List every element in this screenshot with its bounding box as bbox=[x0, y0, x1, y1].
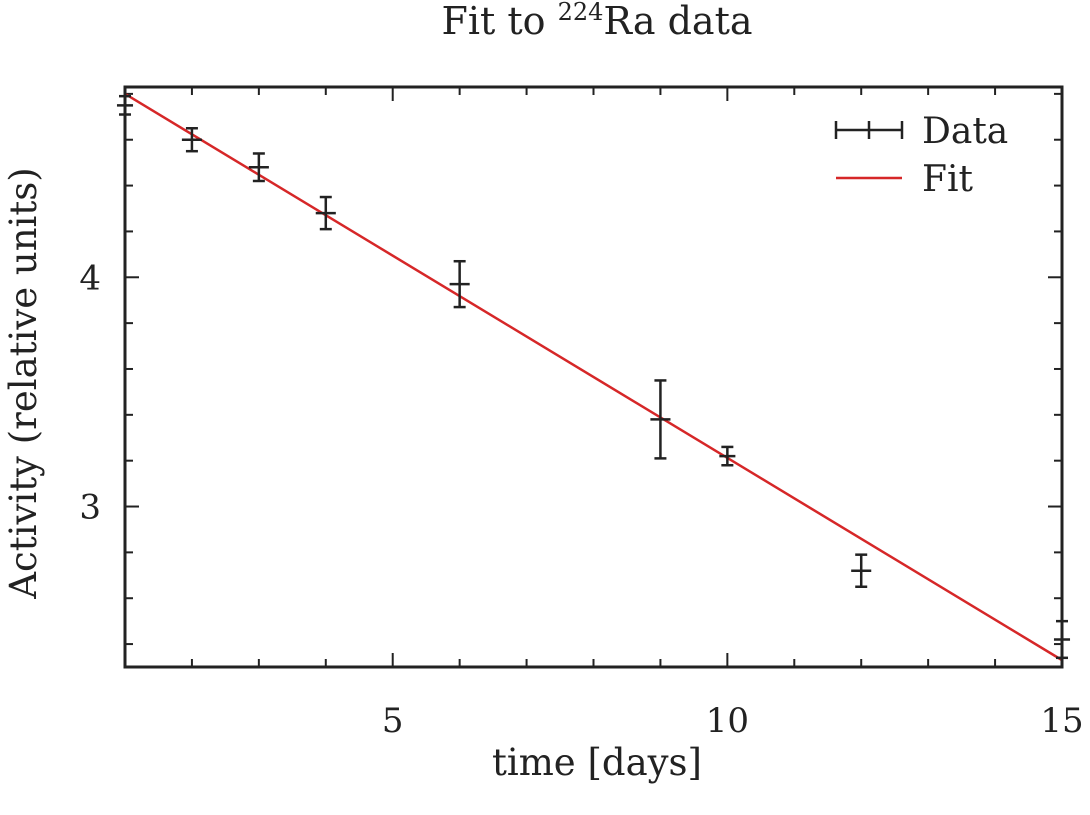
chart-title-suffix: Ra data bbox=[603, 0, 752, 43]
chart-title-isotope-mass: 224 bbox=[558, 0, 604, 26]
tick-labels: 5 10 15 3 4 bbox=[79, 258, 1083, 741]
x-tick-label: 10 bbox=[706, 701, 749, 741]
data-point bbox=[181, 127, 202, 153]
legend: Data Fit bbox=[834, 111, 1008, 200]
y-tick-label: 4 bbox=[79, 258, 101, 298]
data-point bbox=[248, 152, 269, 183]
legend-entry-data: Data bbox=[834, 111, 1008, 152]
legend-label-data: Data bbox=[922, 111, 1008, 152]
data-point bbox=[719, 445, 736, 467]
chart-title-prefix: Fit to bbox=[441, 0, 557, 43]
data-point bbox=[449, 259, 470, 309]
data-point bbox=[851, 553, 872, 589]
data-point bbox=[315, 195, 336, 231]
x-tick-label: 5 bbox=[382, 701, 404, 741]
legend-entry-fit: Fit bbox=[836, 159, 973, 200]
data-point bbox=[650, 379, 671, 460]
x-tick-label: 15 bbox=[1040, 701, 1083, 741]
x-axis-label: time [days] bbox=[492, 741, 702, 784]
legend-label-fit: Fit bbox=[922, 159, 973, 200]
fit-series bbox=[124, 92, 1063, 662]
chart-title: Fit to 224Ra data bbox=[441, 0, 752, 43]
plot-frame bbox=[123, 85, 1064, 669]
fit-line bbox=[124, 92, 1063, 662]
y-axis-label: Activity (relative units) bbox=[2, 167, 45, 599]
y-tick-label: 3 bbox=[79, 488, 101, 528]
